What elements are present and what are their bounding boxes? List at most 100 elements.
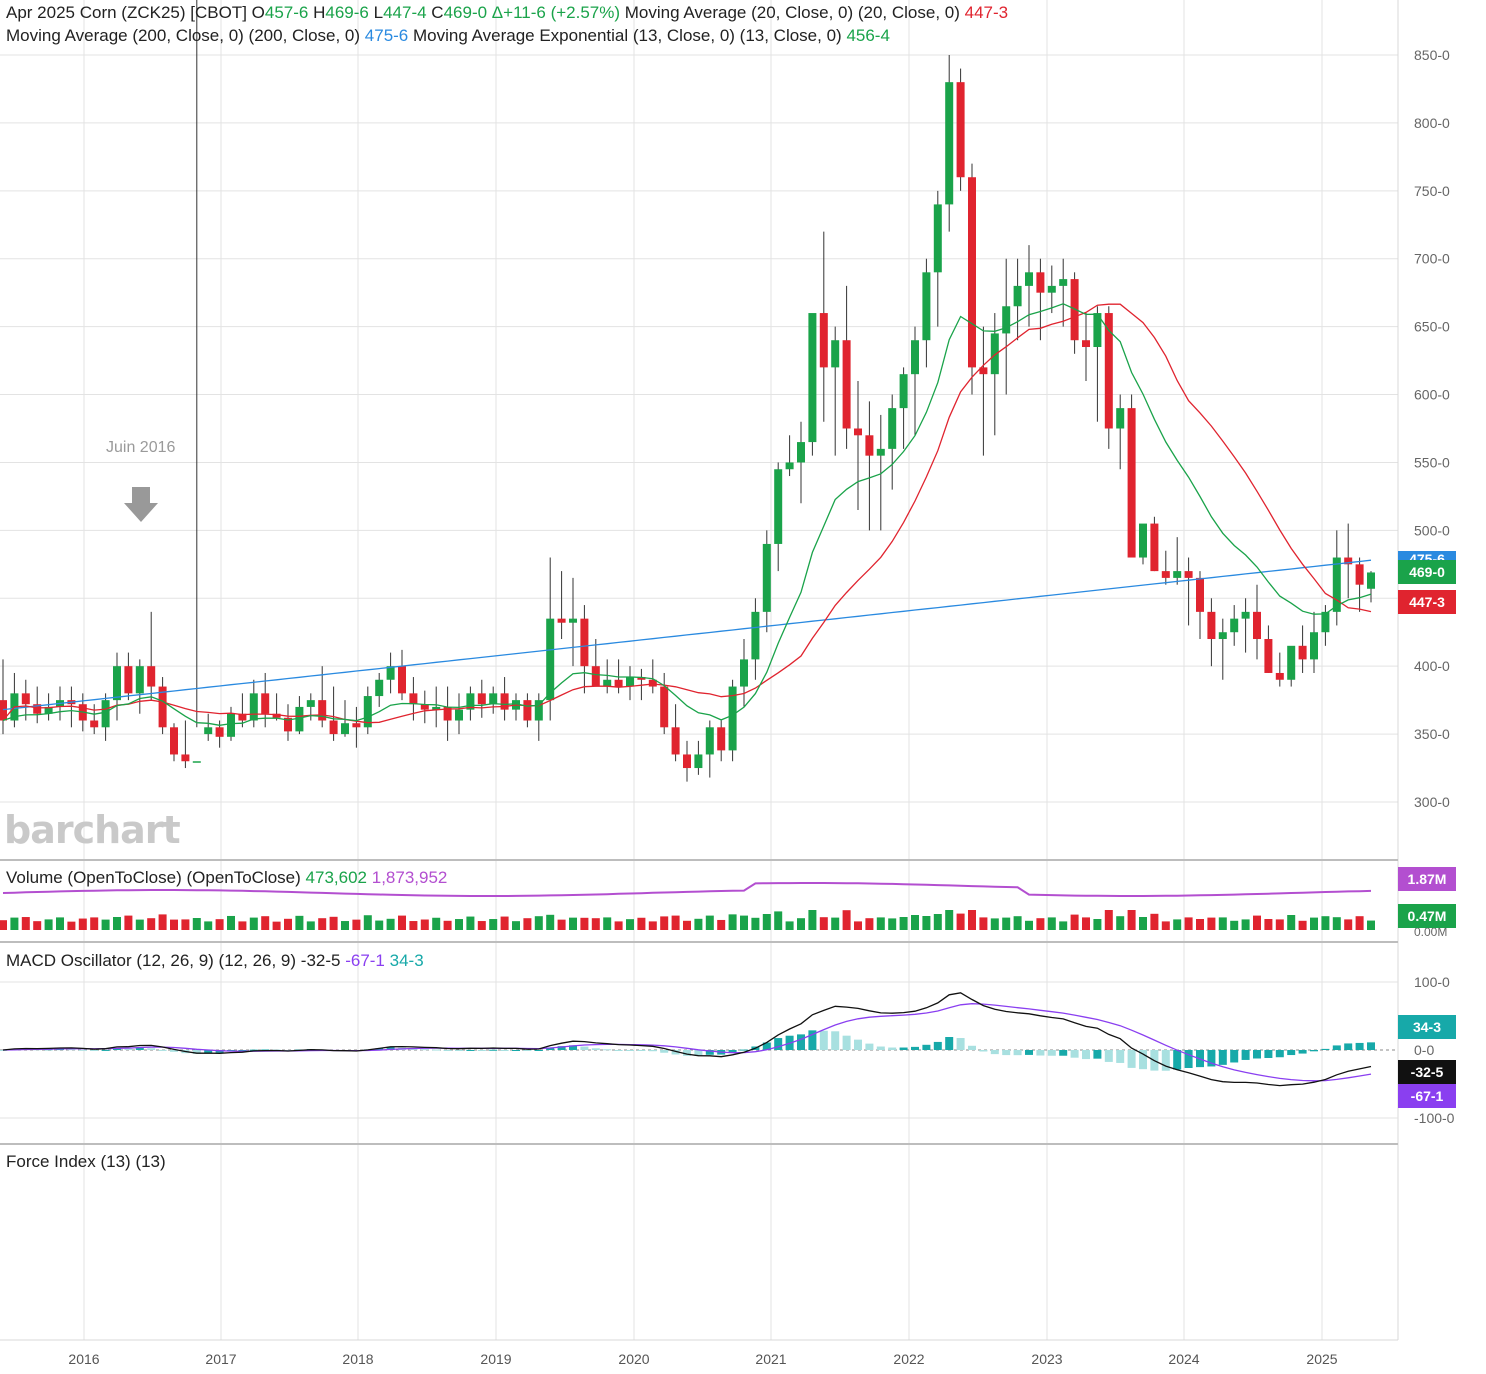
down-arrow-icon	[124, 487, 158, 522]
volume-bar	[808, 910, 817, 930]
volume-bar	[1161, 921, 1170, 930]
macd-histogram-bar	[842, 1035, 851, 1050]
volume-bar	[819, 917, 828, 930]
volume-bar	[1082, 917, 1090, 930]
macd-histogram-bar	[466, 1049, 475, 1051]
macd-histogram-bar	[432, 1049, 441, 1051]
candle-up	[113, 666, 121, 701]
candle-up	[204, 727, 213, 735]
macd-histogram-bar	[591, 1048, 600, 1050]
macd-histogram-bar	[489, 1049, 498, 1051]
candle-down	[819, 313, 828, 368]
candle-down	[0, 700, 7, 721]
candle-down	[261, 693, 270, 714]
price-tick-label: 850-0	[1414, 47, 1450, 63]
volume-bar	[33, 921, 42, 930]
volume-bar	[1104, 910, 1113, 930]
volume-bar	[420, 919, 429, 930]
macd-histogram-bar	[603, 1049, 612, 1051]
macd-hist-value: 34-3	[389, 951, 424, 970]
macd-histogram-bar	[56, 1049, 64, 1051]
volume-bar	[717, 919, 726, 930]
volume-value: 473,602	[305, 868, 367, 887]
candle-down	[33, 704, 42, 714]
macd-histogram-bar	[1104, 1050, 1113, 1062]
candle-up	[603, 679, 612, 687]
candle-down	[1150, 523, 1159, 572]
candle-down	[1161, 571, 1170, 578]
volume-bar	[854, 921, 862, 930]
volume-bar	[113, 917, 121, 930]
candle-down	[671, 727, 680, 755]
candle-down	[1104, 313, 1113, 429]
macd-histogram-bar	[534, 1050, 543, 1051]
volume-avg-value: 1,873,952	[371, 868, 448, 887]
ma200-line	[2, 559, 1372, 711]
volume-bar	[1287, 915, 1296, 930]
volume-bar	[1070, 914, 1079, 930]
volume-bar	[1116, 916, 1125, 930]
candle-up	[546, 618, 555, 701]
macd-histogram-bar	[1287, 1050, 1296, 1056]
macd-histogram-bar	[1127, 1050, 1136, 1068]
candle-down	[591, 666, 600, 687]
macd-histogram-bar	[922, 1044, 931, 1050]
candle-down	[477, 693, 486, 705]
candle-up	[569, 618, 577, 623]
candle-down	[683, 754, 691, 769]
volume-bar	[1025, 920, 1033, 930]
price-tick-label: 650-0	[1414, 319, 1450, 335]
volume-bar	[990, 918, 999, 930]
volume-bar	[831, 917, 840, 930]
volume-bar	[284, 918, 292, 930]
macd-histogram-bar	[1047, 1050, 1056, 1056]
volume-bar	[626, 919, 634, 930]
volume-bar	[956, 913, 965, 930]
volume-bar	[580, 917, 589, 930]
candle-up	[306, 700, 315, 707]
candle-up	[990, 333, 999, 375]
macd-histogram-bar	[67, 1049, 76, 1051]
axes: 300-0 350-0 400-0 500-0 550-0 600-0 650-0 700-0…	[68, 47, 1450, 1367]
macd-histogram-bar	[1173, 1050, 1182, 1070]
volume-bar	[500, 916, 509, 930]
volume-bar	[1241, 919, 1250, 930]
candle-down	[170, 727, 178, 755]
candle-down	[443, 706, 452, 721]
candle-down	[842, 340, 851, 429]
candle-down	[979, 367, 988, 375]
candle-up	[1332, 557, 1341, 612]
candle-up	[899, 374, 908, 409]
price-tick-label: 600-0	[1414, 387, 1450, 403]
candle-up	[945, 82, 954, 205]
macd-histogram-bar	[113, 1048, 121, 1050]
macd-histogram-bar	[78, 1049, 87, 1051]
candle-down	[1082, 340, 1090, 348]
volume-bar	[170, 919, 178, 930]
candle-down	[614, 679, 623, 687]
macd-badge: -32-5	[1398, 1060, 1456, 1084]
macd-histogram-bar	[911, 1046, 919, 1050]
candle-up	[831, 340, 840, 368]
volume-bar	[272, 921, 281, 930]
volume-label: Volume (OpenToClose) (OpenToClose)	[6, 868, 301, 887]
macd-histogram-bar	[956, 1038, 965, 1050]
macd-histogram-bar	[546, 1047, 555, 1050]
volume-bar	[238, 921, 247, 930]
macd-histogram-bar	[1082, 1050, 1090, 1060]
low-value: 447-4	[383, 3, 427, 22]
macd-histogram-bar	[1230, 1050, 1239, 1063]
candle-up	[489, 693, 498, 705]
candle-down	[124, 666, 133, 694]
panel-dividers[interactable]	[0, 859, 1398, 1145]
candle-down	[147, 666, 156, 687]
volume-average-line	[2, 882, 1372, 897]
volume-bar	[295, 915, 304, 930]
ema13-label: Moving Average Exponential (13, Close, 0…	[413, 26, 842, 45]
volume-bar	[318, 918, 327, 930]
candle-up	[1367, 572, 1375, 589]
macd-histogram-bar	[979, 1050, 988, 1052]
volume-legend: Volume (OpenToClose) (OpenToClose) 473,6…	[6, 868, 447, 888]
macd-histogram-bar	[569, 1045, 577, 1050]
volume-bar	[1036, 918, 1045, 930]
